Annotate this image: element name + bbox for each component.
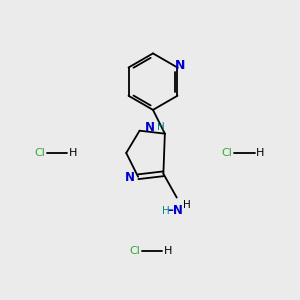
Text: H: H	[163, 206, 170, 216]
Text: H: H	[183, 200, 191, 210]
Text: H: H	[68, 148, 77, 158]
Text: N: N	[175, 58, 185, 72]
Text: Cl: Cl	[130, 246, 141, 256]
Text: H: H	[157, 122, 165, 132]
Text: N: N	[125, 171, 135, 184]
Text: Cl: Cl	[34, 148, 46, 158]
Text: –N: –N	[167, 204, 183, 218]
Text: N: N	[145, 121, 155, 134]
Text: Cl: Cl	[222, 148, 233, 158]
Text: H: H	[256, 148, 264, 158]
Text: H: H	[164, 246, 172, 256]
